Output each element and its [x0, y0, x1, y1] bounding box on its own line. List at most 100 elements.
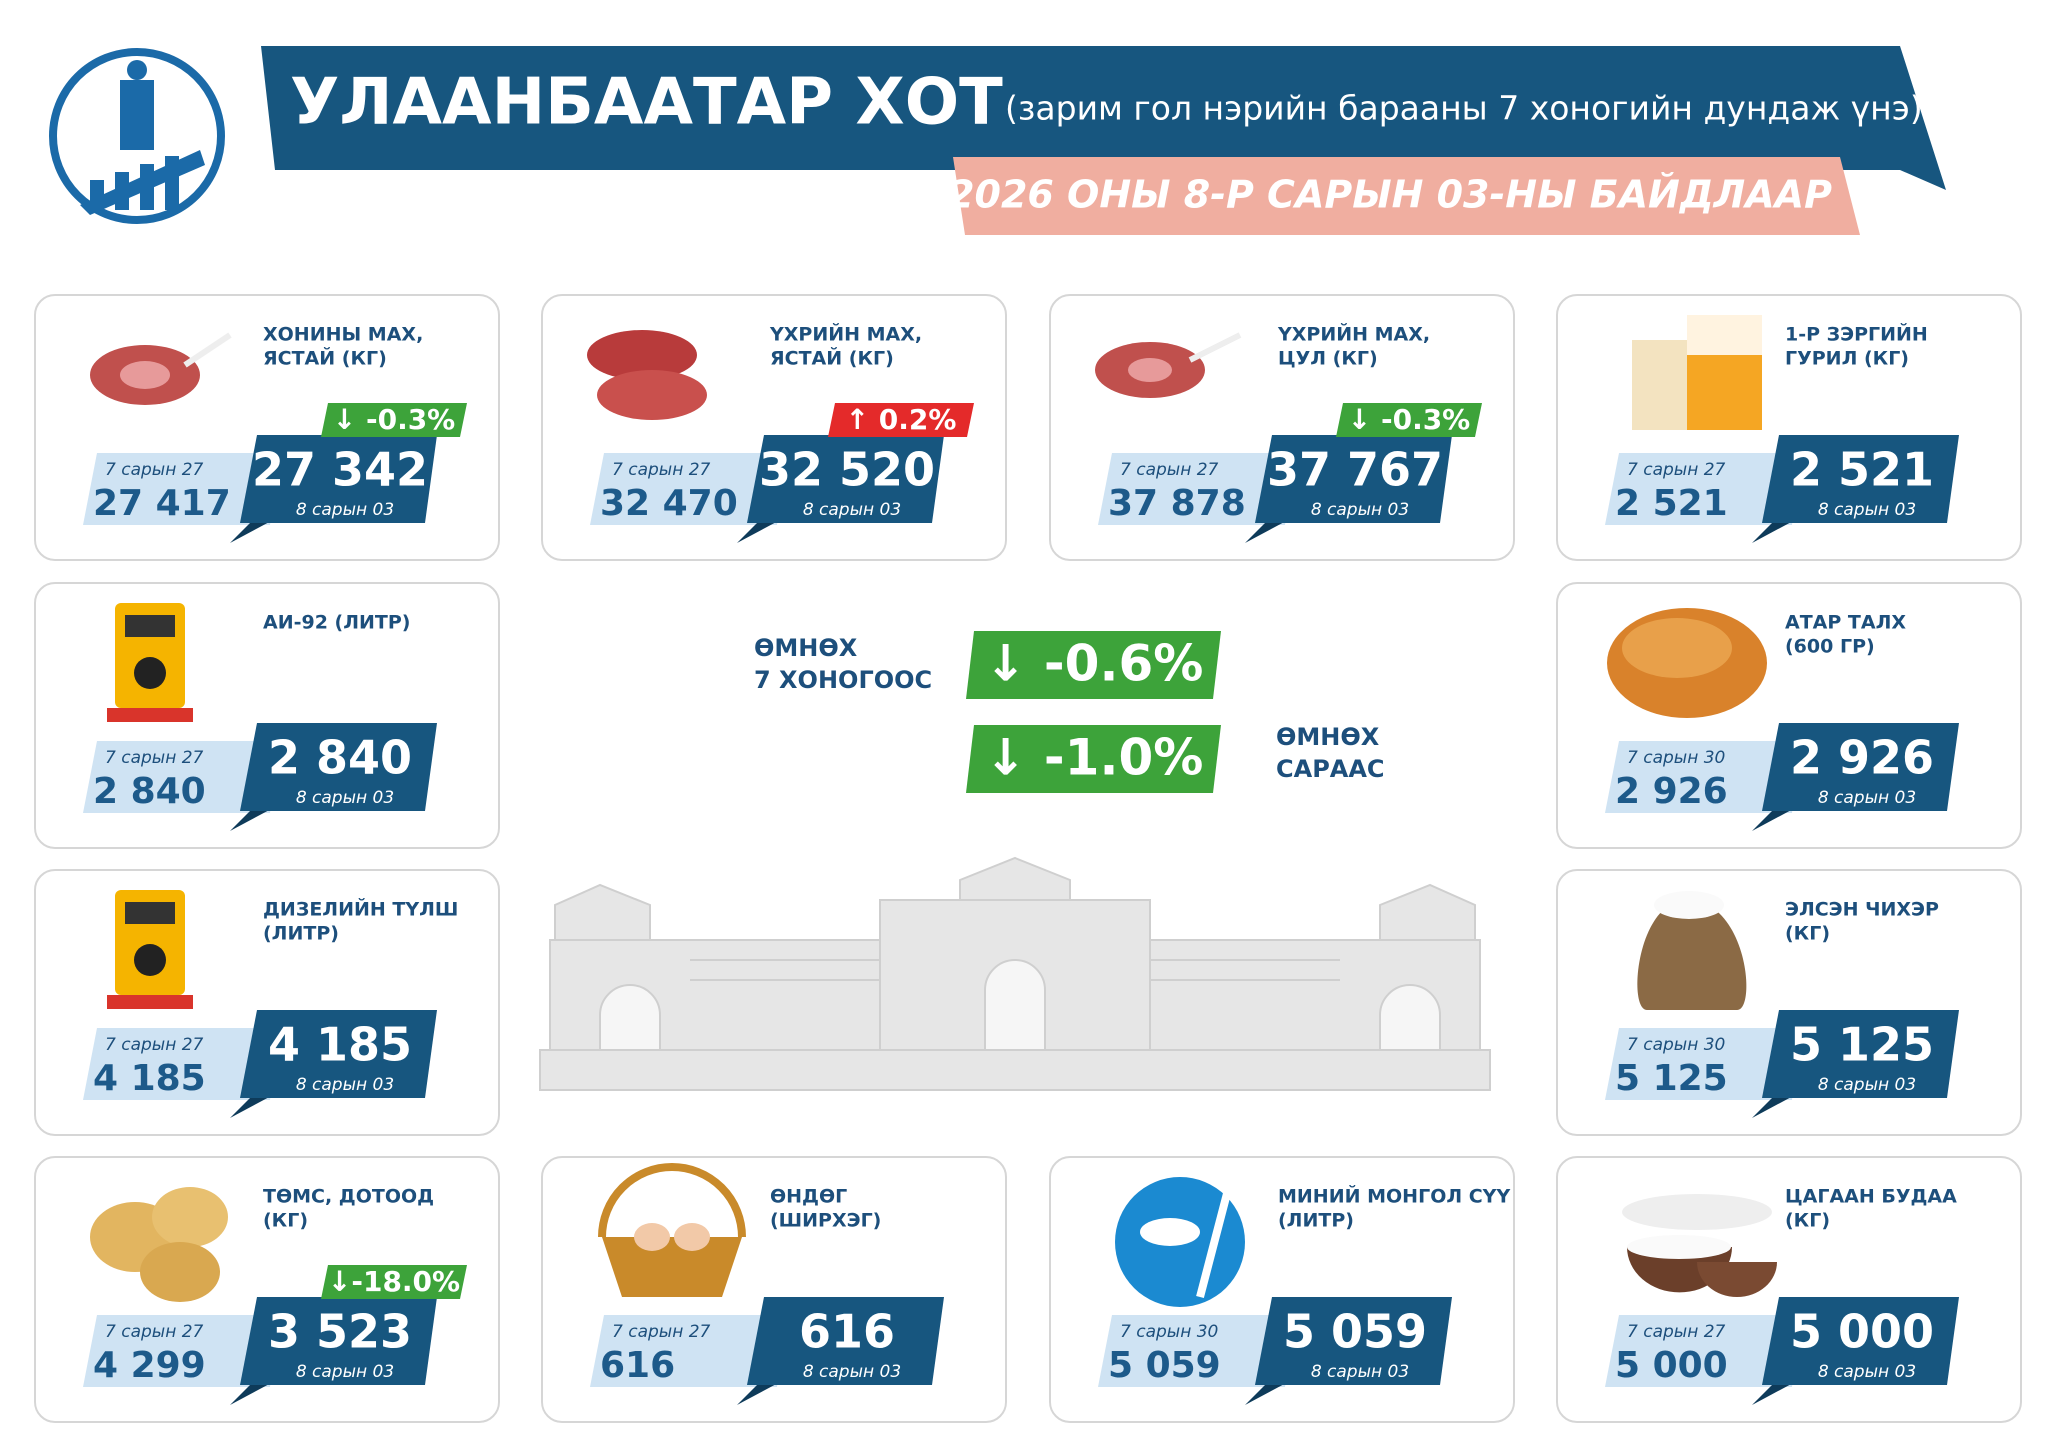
change-label: САРААС	[1276, 755, 1385, 783]
current-shadow	[230, 1382, 273, 1405]
current-box	[240, 1297, 437, 1385]
previous-box	[1098, 1315, 1295, 1387]
item-name: ӨНДӨГ	[770, 1186, 847, 1208]
current-shadow	[1752, 520, 1795, 543]
current-shadow	[1752, 808, 1795, 831]
current-price: 4 185	[268, 1018, 412, 1072]
previous-price: 5 000	[1615, 1345, 1728, 1386]
icon	[597, 370, 707, 420]
icon	[125, 902, 175, 924]
item-name: ЦАГААН БУДАА	[1785, 1186, 1957, 1208]
item-name: ЭЛСЭН ЧИХЭР	[1785, 899, 1939, 921]
icon	[125, 615, 175, 637]
previous-price: 4 299	[93, 1345, 206, 1386]
previous-box	[590, 453, 787, 525]
icon	[1188, 332, 1242, 363]
card: АТАР ТАЛХ(600 ГР) 7 сарын 30 2 926 2 926 8 с…	[1556, 582, 2022, 849]
item-name: ЯСТАЙ (КГ)	[770, 347, 894, 370]
previous-box	[1605, 453, 1802, 525]
previous-price: 2 521	[1615, 483, 1728, 524]
previous-price: 5 125	[1615, 1058, 1728, 1099]
change-label: 7 ХОНОГООС	[754, 666, 932, 694]
icon	[140, 1242, 220, 1302]
building	[539, 856, 1491, 1091]
item-name: ДИЗЕЛИЙН ТҮЛШ	[263, 898, 458, 921]
change-badge	[321, 403, 467, 437]
current-shadow	[737, 520, 780, 543]
icon	[1140, 1218, 1200, 1246]
previous-box	[1605, 741, 1802, 813]
item-name: (КГ)	[1785, 1210, 1830, 1232]
current-price: 5 125	[1790, 1018, 1934, 1072]
change-value: ↓ -0.6%	[985, 635, 1204, 693]
previous-date: 7 сарын 30	[1120, 1322, 1218, 1342]
change-badge	[828, 403, 974, 437]
current-shadow	[1245, 1382, 1288, 1405]
current-price: 2 521	[1790, 443, 1934, 497]
current-date: 8 сарын 03	[803, 1362, 901, 1382]
previous-date: 7 сарын 27	[612, 460, 711, 480]
previous-box	[83, 1028, 280, 1100]
previous-box	[1605, 1315, 1802, 1387]
icon	[1637, 900, 1747, 1010]
current-date: 8 сарын 03	[1311, 1362, 1409, 1382]
previous-price: 2 840	[93, 771, 206, 812]
previous-price: 32 470	[600, 483, 738, 524]
previous-box	[1098, 453, 1295, 525]
current-box	[1255, 1297, 1452, 1385]
icon	[183, 332, 232, 368]
card: ЭЛСЭН ЧИХЭР(КГ) 7 сарын 30 5 125 5 125 8 сар…	[1556, 869, 2022, 1136]
card: ЦАГААН БУДАА(КГ) 7 сарын 27 5 000 5 000 8 са…	[1556, 1156, 2022, 1423]
icon	[602, 1237, 742, 1297]
item-name: АИ-92 (ЛИТР)	[263, 612, 410, 634]
current-date: 8 сарын 03	[1311, 500, 1409, 520]
title: УЛААНБААТАР ХОТ	[290, 66, 1003, 140]
icon	[107, 708, 193, 722]
current-shadow	[230, 520, 273, 543]
previous-price: 37 878	[1108, 483, 1246, 524]
item-name: ҮХРИЙН МАХ,	[1277, 323, 1430, 346]
current-date: 8 сарын 03	[296, 1075, 394, 1095]
current-box	[240, 1010, 437, 1098]
current-shadow	[1245, 520, 1288, 543]
current-shadow	[230, 808, 273, 831]
change-label: ӨМНӨХ	[754, 634, 858, 662]
current-price: 27 342	[252, 443, 428, 497]
logo	[49, 48, 225, 224]
previous-box	[83, 741, 280, 813]
previous-date: 7 сарын 27	[612, 1322, 711, 1342]
previous-price: 2 926	[1615, 771, 1728, 812]
previous-price: 5 059	[1108, 1345, 1221, 1386]
icon	[634, 1223, 670, 1251]
item-name: (КГ)	[1785, 923, 1830, 945]
icon	[674, 1223, 710, 1251]
current-price: 32 520	[759, 443, 935, 497]
card: ДИЗЕЛИЙН ТҮЛШ(ЛИТР) 7 сарын 27 4 185 4 185 8…	[34, 869, 500, 1136]
current-date: 8 сарын 03	[1818, 1362, 1916, 1382]
item-name: 1-Р ЗЭРГИЙН	[1785, 323, 1928, 346]
item-name: МИНИЙ МОНГОЛ СҮҮ	[1278, 1185, 1510, 1208]
item-name: ГУРИЛ (КГ)	[1785, 348, 1909, 370]
current-date: 8 сарын 03	[1818, 500, 1916, 520]
date-banner	[953, 157, 1860, 235]
item-name: ЯСТАЙ (КГ)	[263, 347, 387, 370]
change-value: ↑ 0.2%	[846, 403, 957, 436]
change-value: ↓ -0.3%	[333, 403, 456, 436]
previous-box	[83, 1315, 280, 1387]
previous-box	[83, 453, 280, 525]
icon	[1627, 1235, 1731, 1259]
current-box	[1762, 1010, 1959, 1098]
card: ТӨМС, ДОТООД(КГ) 7 сарын 27 4 299 3 523 8 са…	[34, 1156, 500, 1423]
change-value: ↓ -0.3%	[1348, 403, 1471, 436]
card: МИНИЙ МОНГОЛ СҮҮ(ЛИТР) 7 сарын 30 5 059 5 0…	[1049, 1156, 1515, 1423]
current-price: 616	[799, 1305, 895, 1359]
current-date: 8 сарын 03	[296, 500, 394, 520]
previous-date: 7 сарын 27	[105, 1035, 204, 1055]
card: ҮХРИЙН МАХ,ЦУЛ (КГ) 7 сарын 27 37 878 37 76…	[1049, 294, 1515, 561]
icon	[1196, 1180, 1234, 1299]
icon	[1622, 618, 1732, 678]
current-price: 5 059	[1283, 1305, 1427, 1359]
icon	[134, 657, 166, 689]
change-value: ↓ -1.0%	[985, 729, 1204, 787]
